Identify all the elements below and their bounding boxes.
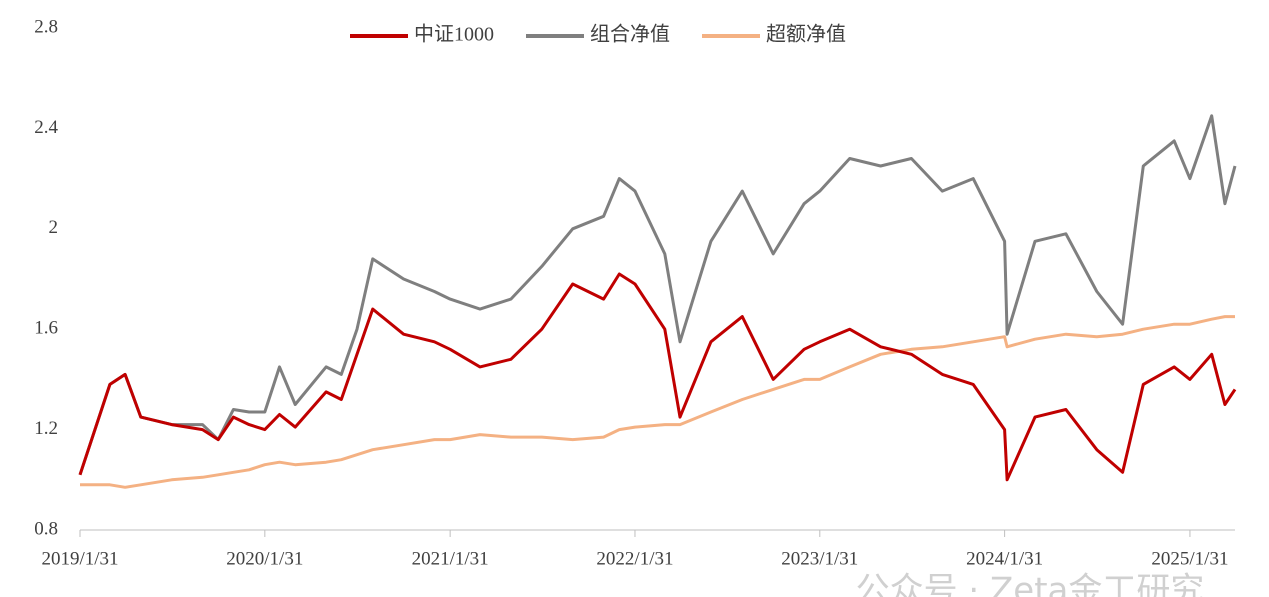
x-tick-label: 2023/1/31 (781, 548, 858, 569)
x-tick-label: 2025/1/31 (1151, 548, 1228, 569)
x-tick-label: 2021/1/31 (412, 548, 489, 569)
series-line (80, 315, 1235, 489)
watermark: 公众号 · Zeta金工研究 (856, 571, 1205, 597)
x-tick-label: 2020/1/31 (226, 548, 303, 569)
x-tick-label: 2024/1/31 (966, 548, 1043, 569)
y-tick-label: 2.8 (34, 16, 58, 37)
series-line (78, 114, 1237, 476)
series-line (78, 272, 1237, 482)
y-tick-label: 2.4 (34, 117, 58, 138)
x-tick-label: 2022/1/31 (596, 548, 673, 569)
x-tick-label: 2019/1/31 (41, 548, 118, 569)
y-tick-label: 0.8 (34, 518, 58, 539)
y-tick-label: 2 (49, 217, 59, 238)
y-tick-label: 1.2 (34, 418, 58, 439)
legend-label: 组合净值 (590, 23, 670, 46)
y-tick-label: 1.6 (34, 318, 58, 339)
legend-label: 中证1000 (414, 23, 494, 46)
legend-label: 超额净值 (766, 23, 846, 46)
legend: 中证1000 组合净值 超额净值 (350, 23, 846, 46)
